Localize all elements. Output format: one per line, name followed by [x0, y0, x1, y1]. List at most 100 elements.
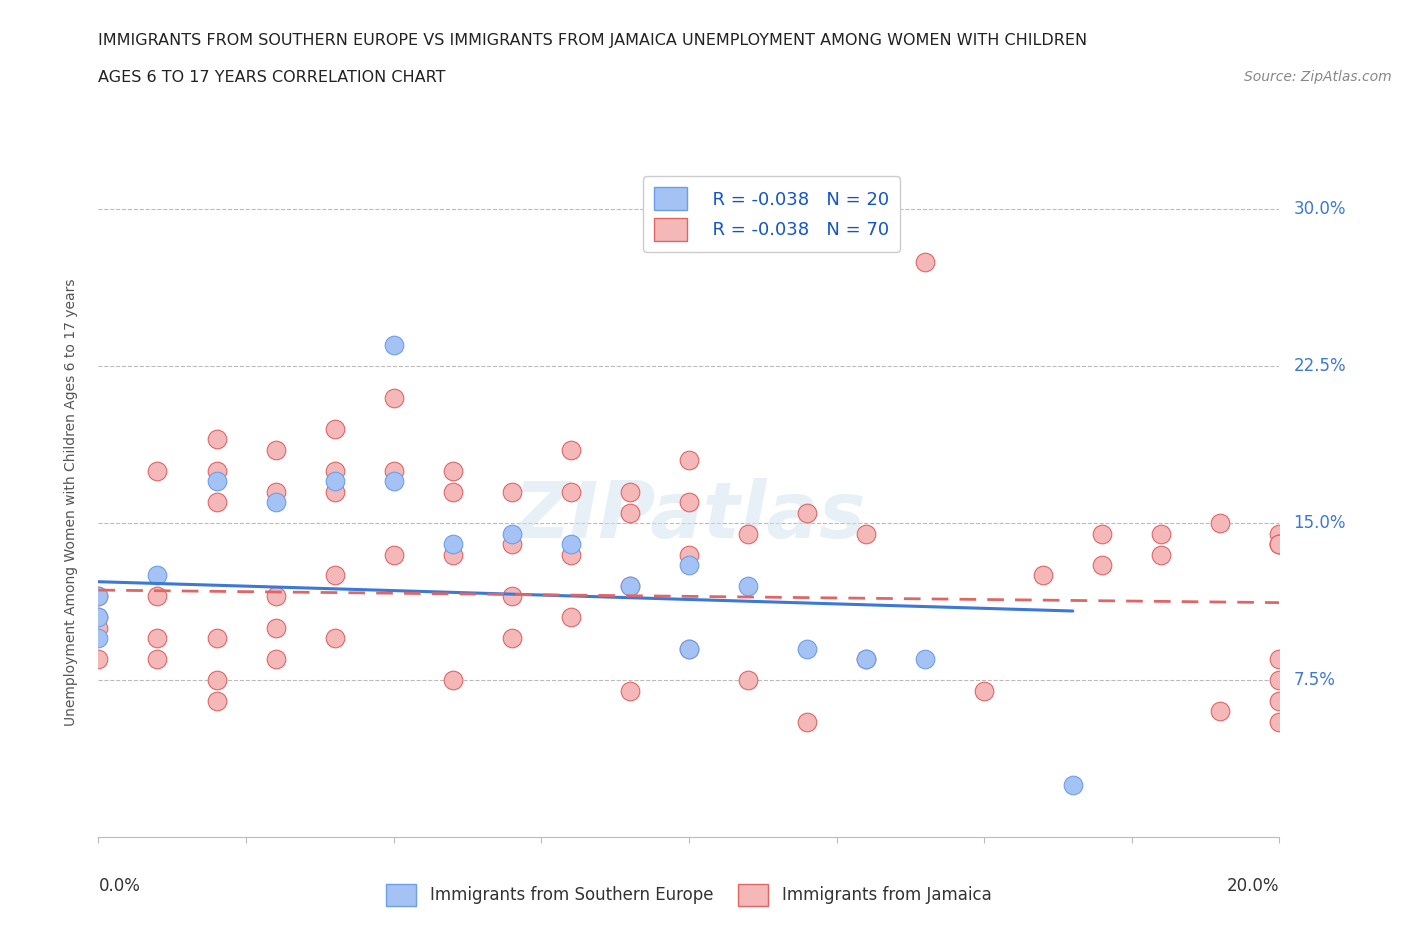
- Text: 0.0%: 0.0%: [98, 877, 141, 896]
- Point: [914, 652, 936, 667]
- Text: IMMIGRANTS FROM SOUTHERN EUROPE VS IMMIGRANTS FROM JAMAICA UNEMPLOYMENT AMONG WO: IMMIGRANTS FROM SOUTHERN EUROPE VS IMMIG…: [98, 33, 1088, 47]
- Point: [382, 547, 405, 562]
- Point: [1209, 516, 1232, 531]
- Point: [560, 547, 582, 562]
- Point: [796, 505, 818, 520]
- Point: [87, 610, 110, 625]
- Point: [560, 443, 582, 458]
- Point: [264, 589, 287, 604]
- Point: [678, 642, 700, 657]
- Y-axis label: Unemployment Among Women with Children Ages 6 to 17 years: Unemployment Among Women with Children A…: [63, 278, 77, 726]
- Point: [914, 254, 936, 269]
- Point: [619, 505, 641, 520]
- Point: [441, 485, 464, 499]
- Point: [796, 642, 818, 657]
- Point: [323, 485, 346, 499]
- Point: [1091, 526, 1114, 541]
- Point: [678, 558, 700, 573]
- Point: [1268, 714, 1291, 729]
- Point: [87, 652, 110, 667]
- Point: [146, 589, 169, 604]
- Text: ZIPatlas: ZIPatlas: [513, 478, 865, 553]
- Point: [501, 537, 523, 551]
- Point: [1268, 537, 1291, 551]
- Point: [855, 526, 877, 541]
- Point: [973, 683, 995, 698]
- Point: [323, 568, 346, 583]
- Point: [382, 463, 405, 478]
- Point: [441, 537, 464, 551]
- Point: [1032, 568, 1054, 583]
- Point: [1268, 672, 1291, 687]
- Point: [678, 642, 700, 657]
- Point: [146, 631, 169, 645]
- Point: [678, 547, 700, 562]
- Point: [205, 463, 228, 478]
- Point: [323, 463, 346, 478]
- Point: [205, 495, 228, 510]
- Point: [382, 338, 405, 352]
- Point: [501, 526, 523, 541]
- Text: Source: ZipAtlas.com: Source: ZipAtlas.com: [1244, 70, 1392, 84]
- Legend: Immigrants from Southern Europe, Immigrants from Jamaica: Immigrants from Southern Europe, Immigra…: [380, 878, 998, 912]
- Text: 7.5%: 7.5%: [1294, 671, 1336, 689]
- Point: [1268, 537, 1291, 551]
- Point: [441, 463, 464, 478]
- Text: AGES 6 TO 17 YEARS CORRELATION CHART: AGES 6 TO 17 YEARS CORRELATION CHART: [98, 70, 446, 85]
- Point: [737, 526, 759, 541]
- Point: [560, 537, 582, 551]
- Point: [619, 578, 641, 593]
- Point: [441, 672, 464, 687]
- Point: [1268, 694, 1291, 709]
- Point: [146, 463, 169, 478]
- Point: [678, 495, 700, 510]
- Point: [146, 568, 169, 583]
- Point: [1091, 558, 1114, 573]
- Point: [737, 672, 759, 687]
- Point: [678, 453, 700, 468]
- Point: [205, 694, 228, 709]
- Point: [264, 485, 287, 499]
- Point: [855, 652, 877, 667]
- Text: 22.5%: 22.5%: [1294, 357, 1346, 375]
- Point: [1268, 526, 1291, 541]
- Point: [323, 474, 346, 489]
- Point: [1062, 777, 1084, 792]
- Point: [1268, 537, 1291, 551]
- Legend:   R = -0.038   N = 20,   R = -0.038   N = 70: R = -0.038 N = 20, R = -0.038 N = 70: [643, 177, 900, 252]
- Point: [323, 421, 346, 436]
- Point: [264, 443, 287, 458]
- Point: [1150, 526, 1173, 541]
- Point: [382, 391, 405, 405]
- Text: 20.0%: 20.0%: [1227, 877, 1279, 896]
- Point: [855, 652, 877, 667]
- Point: [619, 578, 641, 593]
- Point: [1150, 547, 1173, 562]
- Point: [87, 589, 110, 604]
- Point: [560, 610, 582, 625]
- Point: [1268, 652, 1291, 667]
- Point: [205, 631, 228, 645]
- Point: [619, 485, 641, 499]
- Text: 30.0%: 30.0%: [1294, 200, 1346, 219]
- Point: [205, 474, 228, 489]
- Text: 15.0%: 15.0%: [1294, 514, 1346, 532]
- Point: [264, 495, 287, 510]
- Point: [264, 620, 287, 635]
- Point: [264, 652, 287, 667]
- Point: [1209, 704, 1232, 719]
- Point: [501, 485, 523, 499]
- Point: [560, 485, 582, 499]
- Point: [87, 589, 110, 604]
- Point: [205, 432, 228, 447]
- Point: [87, 631, 110, 645]
- Point: [737, 578, 759, 593]
- Point: [619, 683, 641, 698]
- Point: [205, 672, 228, 687]
- Point: [323, 631, 346, 645]
- Point: [796, 714, 818, 729]
- Point: [146, 652, 169, 667]
- Point: [87, 610, 110, 625]
- Point: [382, 474, 405, 489]
- Point: [87, 620, 110, 635]
